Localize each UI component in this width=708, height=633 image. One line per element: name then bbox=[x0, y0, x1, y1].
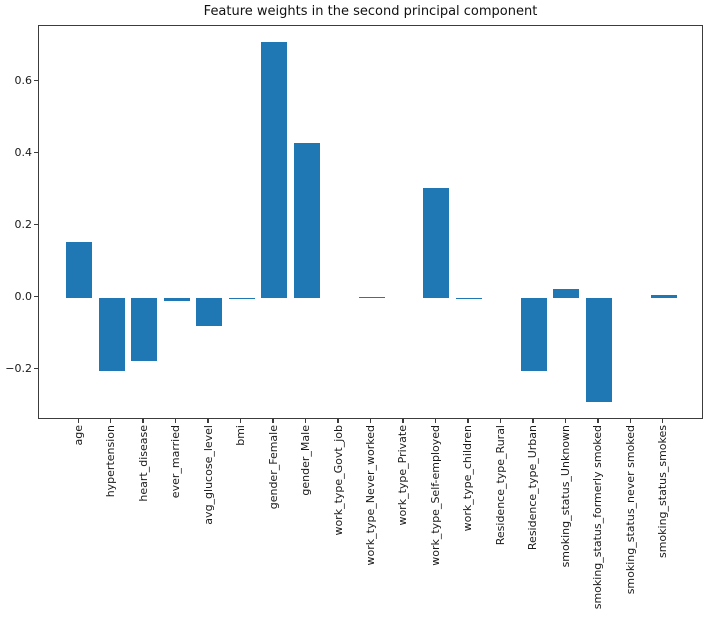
x-tick-mark bbox=[174, 419, 177, 423]
bar-work_type_children bbox=[455, 297, 482, 300]
x-tick-label-text: work_type_children bbox=[461, 425, 475, 532]
bar-age bbox=[66, 241, 93, 298]
bar-gender_Male bbox=[293, 142, 320, 298]
y-tick-mark bbox=[34, 80, 38, 82]
bar-smoking_status_formerly smoked bbox=[585, 297, 612, 402]
bar-hypertension bbox=[98, 297, 125, 372]
x-tick-mark bbox=[499, 419, 502, 423]
y-tick-mark bbox=[34, 152, 38, 154]
x-tick-mark bbox=[369, 419, 372, 423]
chart-title: Feature weights in the second principal … bbox=[203, 4, 538, 19]
x-tick-label-text: smoking_status_formerly smoked bbox=[591, 425, 605, 610]
x-tick-mark bbox=[564, 419, 567, 423]
x-tick-label-text: avg_glucose_level bbox=[201, 425, 215, 525]
x-tick-label-text: gender_Female bbox=[266, 425, 280, 510]
x-tick-label-text: work_type_Govt_job bbox=[331, 425, 345, 536]
x-tick-mark bbox=[629, 419, 631, 423]
x-tick-mark bbox=[304, 419, 307, 423]
x-tick-mark bbox=[467, 419, 469, 423]
x-tick-mark bbox=[434, 419, 437, 423]
x-tick-label-text: smoking_status_Unknown bbox=[558, 425, 572, 568]
y-tick-mark bbox=[34, 367, 38, 370]
x-tick-mark bbox=[110, 419, 112, 423]
y-tick-mark bbox=[34, 223, 38, 226]
y-tick-label: 0.0 bbox=[14, 290, 33, 304]
y-tick-label: 0.2 bbox=[14, 218, 33, 232]
y-tick-label: 0.4 bbox=[14, 146, 33, 160]
y-tick-label: 0.6 bbox=[14, 74, 33, 88]
x-tick-label-text: smoking_status_smokes bbox=[656, 425, 670, 559]
x-tick-mark bbox=[239, 419, 242, 423]
x-tick-label-text: Residence_type_Rural bbox=[493, 425, 507, 546]
x-tick-label-text: Residence_type_Urban bbox=[526, 425, 540, 551]
bar-Residence_type_Urban bbox=[520, 297, 547, 372]
x-tick-label-text: heart_disease bbox=[136, 425, 150, 502]
y-tick-mark bbox=[34, 295, 38, 298]
y-tick-label: −0.2 bbox=[5, 362, 32, 376]
x-tick-mark bbox=[402, 419, 404, 423]
x-tick-label-text: bmi bbox=[234, 425, 248, 446]
bars-layer bbox=[39, 26, 702, 418]
x-tick-label-text: work_type_Self-employed bbox=[428, 425, 442, 566]
x-tick-label-text: work_type_Private bbox=[396, 425, 410, 526]
x-tick-mark bbox=[597, 419, 599, 423]
bar-work_type_Never_worked bbox=[358, 296, 385, 298]
x-tick-label-text: work_type_Never_worked bbox=[364, 425, 377, 566]
bar-bmi bbox=[228, 297, 255, 300]
x-tick-mark bbox=[77, 419, 79, 423]
x-tick-mark bbox=[337, 419, 339, 423]
bar-smoking_status_smokes bbox=[650, 294, 677, 298]
x-tick-mark bbox=[207, 419, 209, 423]
bar-work_type_Self-employed bbox=[423, 187, 450, 298]
x-tick-mark bbox=[662, 419, 664, 423]
bar-avg_glucose_level bbox=[196, 297, 223, 327]
x-tick-label-text: age bbox=[71, 425, 85, 446]
x-tick-mark bbox=[142, 419, 144, 423]
bar-heart_disease bbox=[131, 297, 158, 361]
bar-gender_Female bbox=[261, 42, 288, 298]
plot-area bbox=[38, 25, 703, 419]
x-tick-mark bbox=[532, 419, 534, 423]
bar-smoking_status_Unknown bbox=[553, 288, 580, 298]
x-tick-label-text: hypertension bbox=[104, 425, 118, 498]
x-tick-label-text: ever_married bbox=[169, 425, 183, 499]
bar-ever_married bbox=[163, 297, 190, 302]
x-tick-label-text: gender_Male bbox=[299, 425, 313, 496]
x-tick-mark bbox=[272, 419, 274, 423]
x-tick-label-text: smoking_status_never smoked bbox=[623, 425, 637, 595]
